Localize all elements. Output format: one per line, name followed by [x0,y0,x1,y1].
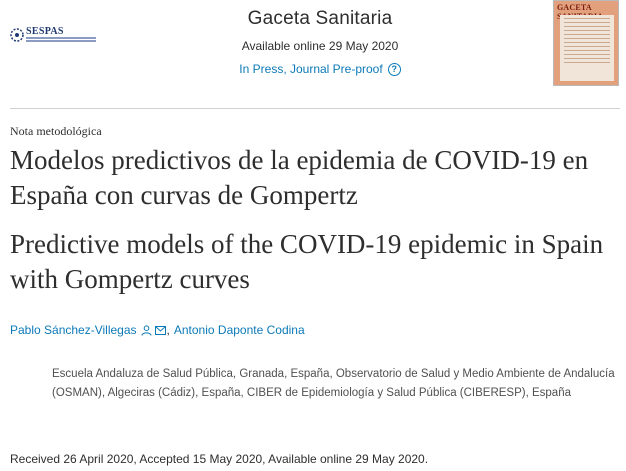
article-status[interactable]: In Press, Journal Pre-proof ? [190,62,450,76]
available-online-date: Available online 29 May 2020 [241,39,399,53]
publisher-logo-text: SESPAS [26,26,64,37]
journal-info: Gaceta Sanitaria Available online 29 May… [190,8,450,76]
journal-cover-image[interactable]: GACETA SANITARIA [553,0,619,86]
article-history: Received 26 April 2020, Accepted 15 May … [10,452,429,466]
journal-title[interactable]: Gaceta Sanitaria [247,8,393,29]
cover-contents [560,15,614,81]
sespas-logo-icon [10,28,24,42]
person-icon[interactable] [141,324,152,336]
author-affiliation: Escuela Andaluza de Salud Pública, Grana… [52,368,615,399]
author-separator: , [166,323,170,337]
mail-icon[interactable] [154,325,166,335]
author-link-1[interactable]: Pablo Sánchez-Villegas [10,323,137,337]
author-list: Pablo Sánchez-Villegas , Antonio Daponte… [10,323,305,337]
sespas-logo[interactable]: SESPAS [10,26,96,46]
header-divider [10,108,620,109]
logo-subtitle-lines [26,37,96,43]
journal-header: SESPAS Gaceta Sanitaria Available online… [0,0,626,110]
article-title-spanish: Modelos predictivos de la epidemia de CO… [10,145,589,210]
article-title-english: Predictive models of the COVID-19 epidem… [10,229,604,294]
author-link-2[interactable]: Antonio Daponte Codina [173,323,305,337]
article-type: Nota metodológica [10,124,102,138]
status-text[interactable]: In Press, Journal Pre-proof [239,62,383,76]
question-mark-icon[interactable]: ? [387,62,401,76]
